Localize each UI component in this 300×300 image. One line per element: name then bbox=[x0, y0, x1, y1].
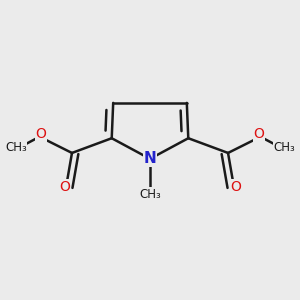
Text: N: N bbox=[144, 151, 156, 166]
Text: O: O bbox=[36, 128, 46, 141]
Text: CH₃: CH₃ bbox=[139, 188, 161, 201]
Text: O: O bbox=[230, 180, 241, 194]
Text: O: O bbox=[59, 180, 70, 194]
Text: CH₃: CH₃ bbox=[5, 141, 27, 154]
Text: O: O bbox=[254, 128, 264, 141]
Text: CH₃: CH₃ bbox=[273, 141, 295, 154]
